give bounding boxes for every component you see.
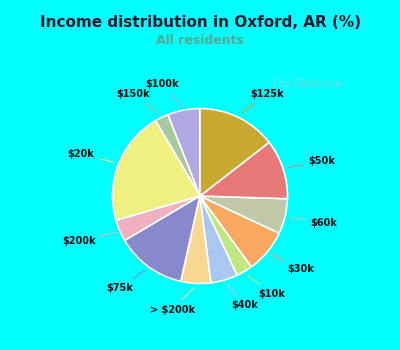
Wedge shape bbox=[200, 196, 237, 283]
Text: $20k: $20k bbox=[67, 149, 114, 162]
Text: > $200k: > $200k bbox=[150, 288, 195, 315]
Text: $30k: $30k bbox=[272, 255, 314, 273]
Wedge shape bbox=[200, 196, 279, 267]
Wedge shape bbox=[200, 108, 269, 196]
Wedge shape bbox=[181, 196, 211, 284]
Text: $150k: $150k bbox=[116, 89, 158, 113]
Wedge shape bbox=[200, 196, 288, 233]
Wedge shape bbox=[156, 115, 200, 196]
Wedge shape bbox=[116, 196, 200, 240]
Text: $200k: $200k bbox=[62, 232, 114, 246]
Text: $50k: $50k bbox=[288, 156, 335, 168]
Wedge shape bbox=[168, 108, 200, 196]
Wedge shape bbox=[200, 142, 288, 199]
Wedge shape bbox=[112, 121, 200, 220]
Text: $60k: $60k bbox=[290, 217, 338, 228]
Text: $10k: $10k bbox=[248, 275, 285, 299]
Text: $125k: $125k bbox=[242, 89, 284, 113]
Text: $100k: $100k bbox=[145, 79, 181, 105]
Wedge shape bbox=[200, 196, 252, 275]
Text: All residents: All residents bbox=[156, 34, 244, 47]
Wedge shape bbox=[125, 196, 200, 281]
Text: City-Data.com: City-Data.com bbox=[273, 79, 342, 89]
Text: $40k: $40k bbox=[227, 285, 259, 310]
Text: $75k: $75k bbox=[106, 271, 145, 293]
Text: Income distribution in Oxford, AR (%): Income distribution in Oxford, AR (%) bbox=[40, 15, 360, 30]
